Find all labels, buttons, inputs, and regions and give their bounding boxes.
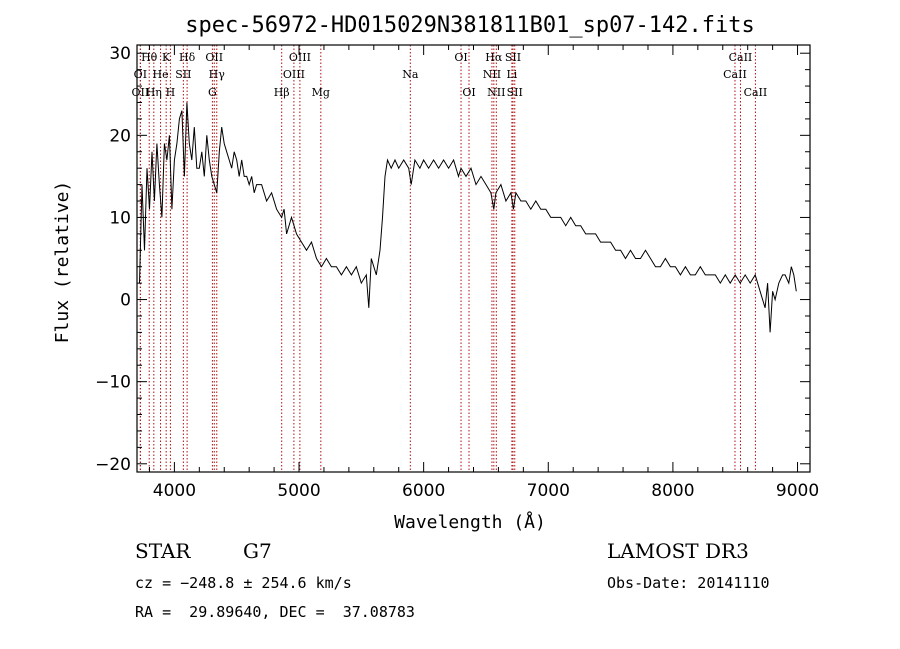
- line-label: H: [166, 86, 176, 99]
- plot-frame: [136, 44, 811, 473]
- coordinates: RA = 29.89640, DEC = 37.08783: [135, 603, 415, 621]
- line-label: OI: [462, 86, 475, 99]
- line-label: OIII: [289, 51, 311, 64]
- line-label: Hγ: [209, 68, 226, 81]
- line-label: Na: [402, 68, 419, 81]
- line-label: CaII: [723, 68, 747, 81]
- x-tick-label: 9000: [776, 481, 819, 501]
- y-tick-label: −20: [95, 455, 131, 475]
- x-tick-label: 6000: [402, 481, 445, 501]
- line-label: K: [162, 51, 171, 64]
- y-tick-label: 10: [109, 208, 131, 228]
- line-label: Hβ: [274, 86, 290, 99]
- line-label: Hα: [485, 51, 503, 64]
- object-class: STAR: [135, 539, 191, 563]
- line-label: Li: [506, 68, 517, 81]
- observation-date: Obs-Date: 20141110: [607, 574, 770, 592]
- spectral-line-markers: [139, 45, 756, 472]
- y-tick-label: 20: [109, 126, 131, 146]
- x-tick-label: 7000: [527, 481, 570, 501]
- line-label: OIII: [283, 68, 305, 81]
- line-label: SII: [505, 51, 521, 64]
- line-label: NII: [487, 86, 505, 99]
- line-label: He: [153, 68, 169, 81]
- spectrum-series-line: [139, 102, 797, 333]
- line-label: OI: [454, 51, 467, 64]
- line-label: OII: [205, 51, 223, 64]
- object-subclass: G7: [243, 539, 272, 563]
- survey-name: LAMOST DR3: [607, 539, 749, 563]
- x-axis-label: Wavelength (Å): [394, 511, 546, 533]
- chart-title: spec-56972-HD015029N381811B01_sp07-142.f…: [185, 13, 755, 38]
- line-label: SII: [507, 86, 523, 99]
- x-tick-label: 4000: [153, 481, 196, 501]
- line-label: OII: [132, 86, 150, 99]
- line-label: Hδ: [179, 51, 196, 64]
- x-tick-label: 5000: [277, 481, 320, 501]
- y-tick-label: 0: [120, 291, 131, 311]
- y-tick-label: 30: [109, 44, 131, 64]
- line-label: NII: [483, 68, 501, 81]
- axis-ticks: 4000 5000 6000 7000 8000 9000 −20 −10 0 10 20 30: [95, 44, 819, 501]
- y-tick-label: −10: [95, 373, 131, 393]
- line-label: Hη: [146, 86, 162, 99]
- line-label: CaII: [744, 86, 768, 99]
- line-label: Hθ: [141, 51, 158, 64]
- line-label: SII: [175, 68, 191, 81]
- redshift-info: cz = −248.8 ± 254.6 km/s: [135, 574, 352, 592]
- y-axis-label: Flux (relative): [52, 181, 73, 344]
- line-label: Mg: [312, 86, 330, 99]
- line-label: CaII: [729, 51, 753, 64]
- x-tick-label: 8000: [651, 481, 694, 501]
- line-label: G: [208, 86, 217, 99]
